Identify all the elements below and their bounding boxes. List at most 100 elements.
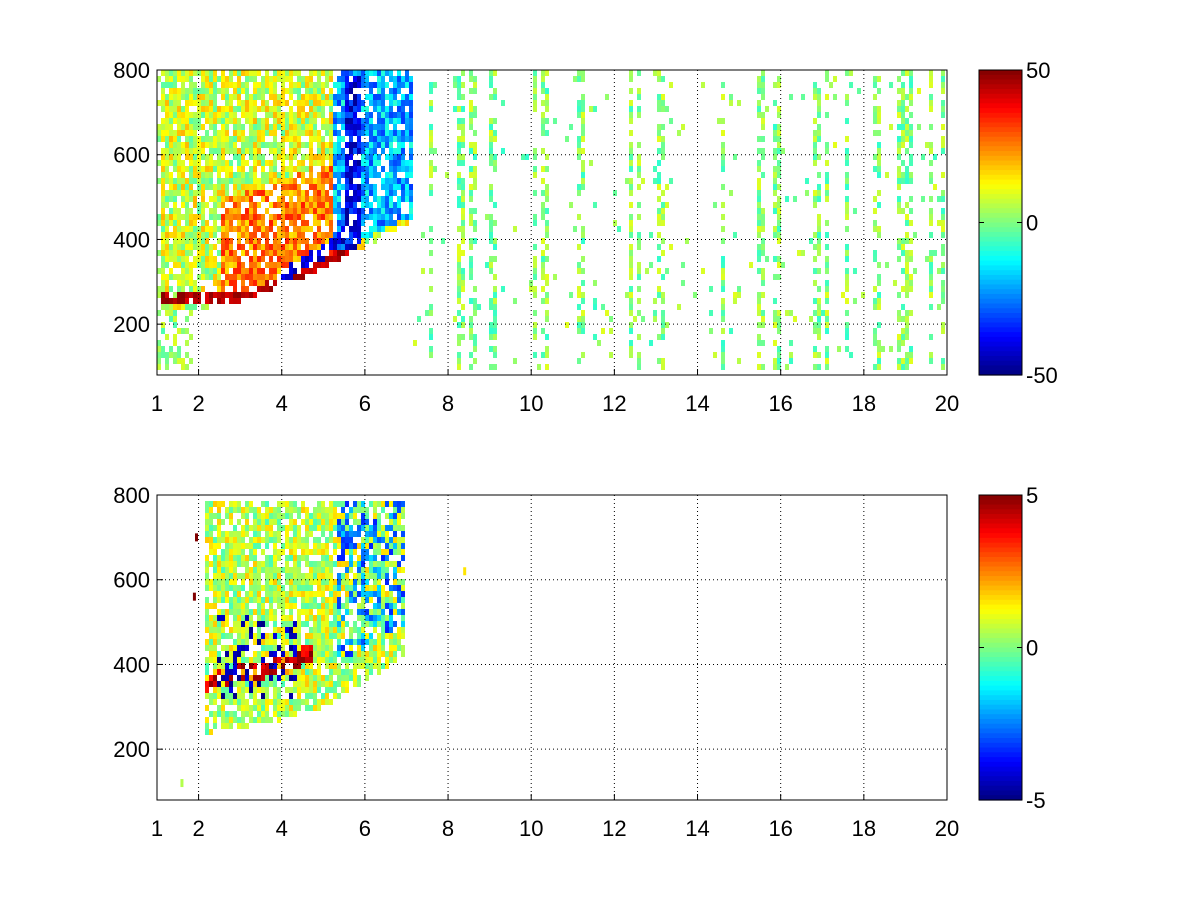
colorbar-segment [979,355,1022,362]
heatmap-cell [761,244,765,250]
heatmap-cell [385,190,389,196]
heatmap-cell [777,142,781,148]
heatmap-cell [377,208,381,214]
heatmap-cell [317,262,321,268]
heatmap-cell [581,184,585,190]
heatmap-cell [169,118,173,124]
heatmap-cell [581,94,585,100]
heatmap-cell [345,669,349,675]
heatmap-cell [637,364,641,370]
heatmap-cell [273,633,277,639]
heatmap-cell [349,537,353,543]
heatmap-cell [173,304,177,310]
heatmap-cell [257,525,261,531]
heatmap-cell [369,130,373,136]
heatmap-cell [629,100,633,106]
heatmap-cell [357,244,361,250]
heatmap-cell [301,543,305,549]
heatmap-cell [313,106,317,112]
heatmap-cell [385,124,389,130]
heatmap-cell [333,681,337,687]
heatmap-cell [289,118,293,124]
heatmap-cell [233,561,237,567]
heatmap-cell [201,304,205,310]
heatmap-cell [273,274,277,280]
heatmap-cell [253,519,257,525]
heatmap-cell [493,346,497,352]
heatmap-cell [257,178,261,184]
heatmap-cell [757,82,761,88]
heatmap-cell [241,579,245,585]
heatmap-cell [657,100,661,106]
heatmap-cell [225,591,229,597]
heatmap-cell [185,244,189,250]
heatmap-cell [217,525,221,531]
heatmap-cell [389,94,393,100]
heatmap-cell [277,675,281,681]
heatmap-cell [941,172,945,178]
heatmap-cell [369,88,373,94]
heatmap-cell [365,214,369,220]
heatmap-cell [397,118,401,124]
heatmap-cell [341,603,345,609]
heatmap-cell [157,124,161,130]
heatmap-cell [269,681,273,687]
heatmap-cell [361,507,365,513]
heatmap-cell [293,214,297,220]
heatmap-cell [305,693,309,699]
colorbar-segment [979,728,1022,734]
heatmap-cell [269,88,273,94]
heatmap-cell [313,262,317,268]
heatmap-cell [293,645,297,651]
heatmap-cell [209,579,213,585]
colorbar-segment [979,752,1022,758]
heatmap-cell [201,232,205,238]
heatmap-cell [205,136,209,142]
heatmap-cell [373,567,377,573]
heatmap-cell [661,298,665,304]
heatmap-cell [177,250,181,256]
heatmap-cell [457,226,461,232]
heatmap-cell [305,238,309,244]
heatmap-cell [229,298,233,304]
heatmap-cell [273,76,277,82]
heatmap-cell [257,531,261,537]
heatmap-cell [281,76,285,82]
heatmap-cell [185,178,189,184]
heatmap-cell [249,615,253,621]
heatmap-cell [809,238,813,244]
heatmap-cell [781,262,785,268]
heatmap-cell [209,711,213,717]
heatmap-cell [337,202,341,208]
heatmap-cell [365,112,369,118]
heatmap-cell [229,501,233,507]
heatmap-cell [297,142,301,148]
heatmap-cell [401,142,405,148]
heatmap-cell [657,136,661,142]
heatmap-cell [345,675,349,681]
heatmap-cell [233,555,237,561]
heatmap-cell [165,196,169,202]
heatmap-cell [257,184,261,190]
heatmap-cell [293,226,297,232]
heatmap-cell [385,603,389,609]
heatmap-cell [313,82,317,88]
heatmap-cell [373,232,377,238]
heatmap-cell [249,130,253,136]
heatmap-cell [341,244,345,250]
heatmap-cell [365,513,369,519]
heatmap-cell [221,549,225,555]
heatmap-cell [721,256,725,262]
x-tick-label: 2 [192,391,204,416]
heatmap-cell [845,298,849,304]
heatmap-cell [577,154,581,160]
heatmap-cell [285,166,289,172]
heatmap-cell [253,256,257,262]
heatmap-cell [321,196,325,202]
heatmap-cell [365,591,369,597]
heatmap-cell [249,76,253,82]
heatmap-cell [321,154,325,160]
heatmap-cell [489,238,493,244]
heatmap-cell [177,76,181,82]
heatmap-cell [229,627,233,633]
